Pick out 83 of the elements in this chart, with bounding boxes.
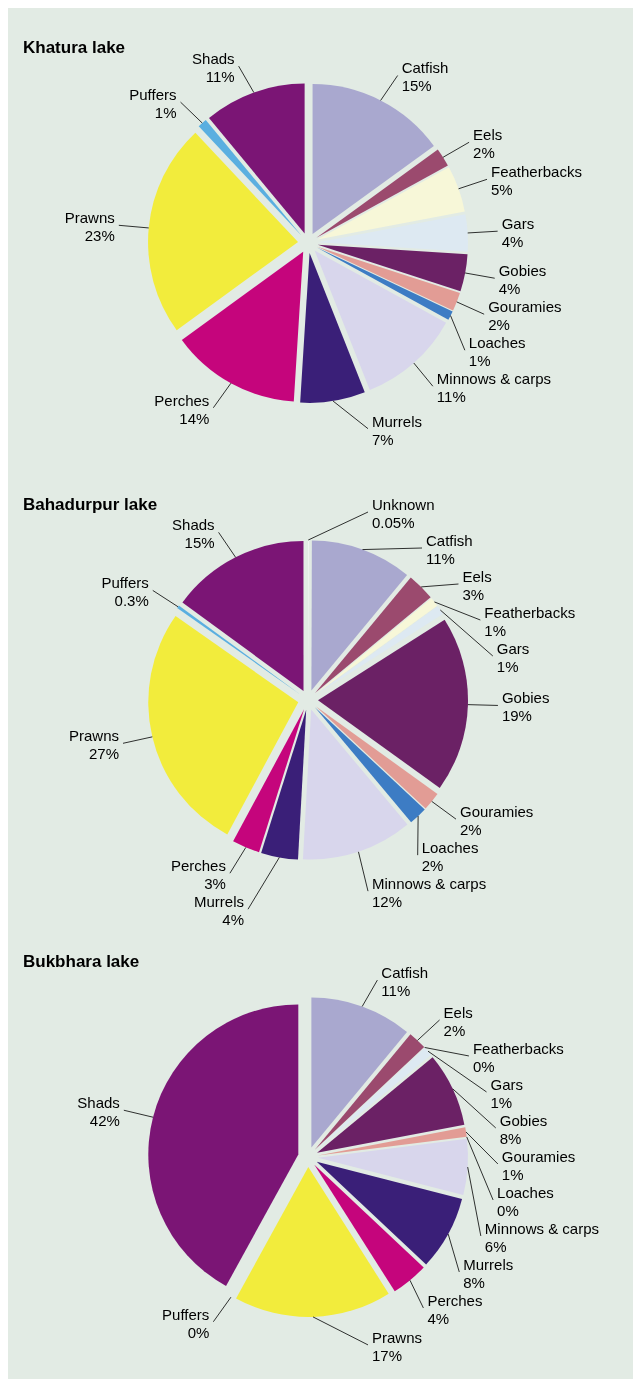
data-label: 3% bbox=[462, 586, 485, 603]
data-label: 23% bbox=[84, 227, 115, 245]
slice-label: Gars bbox=[490, 1075, 524, 1093]
data-label: 8% bbox=[499, 1129, 522, 1147]
data-label: 1% bbox=[484, 622, 507, 639]
data-label: 2% bbox=[421, 857, 444, 875]
legend-label: Featherbacks bbox=[472, 1039, 564, 1057]
slice-label: Catfish bbox=[401, 59, 449, 77]
slice-label: Shads bbox=[172, 516, 215, 534]
slice-label: Perches bbox=[427, 1291, 483, 1309]
slice-label: Gouramies bbox=[501, 1147, 576, 1165]
slice-label: Gars bbox=[496, 640, 530, 657]
data-label: 4% bbox=[427, 1309, 450, 1327]
slice-label: Eels bbox=[473, 126, 503, 144]
data-label: 4% bbox=[501, 233, 524, 251]
data-label: 3% bbox=[204, 875, 226, 893]
slice-label: Loaches bbox=[421, 839, 479, 857]
slice-label: Perches bbox=[154, 391, 210, 409]
data-label: 1% bbox=[154, 104, 177, 122]
slice-label: Gobies bbox=[499, 1111, 548, 1129]
slice-label: Minnows & carps bbox=[484, 1219, 600, 1237]
data-label: 42% bbox=[89, 1112, 120, 1130]
slice-label: Loaches bbox=[468, 334, 526, 352]
text: 0% bbox=[472, 1057, 495, 1075]
slice-label: Gobies bbox=[498, 262, 547, 280]
data-label: 7% bbox=[372, 430, 394, 448]
data-label: 12% bbox=[372, 893, 403, 911]
data-label: 8% bbox=[463, 1273, 485, 1291]
slice-label: Featherbacks bbox=[491, 163, 582, 181]
slice-label: Puffers bbox=[101, 574, 149, 592]
slice-label: Murrels bbox=[193, 893, 244, 911]
data-label: 0.05% bbox=[372, 514, 415, 531]
slice-label: Murrels bbox=[463, 1255, 514, 1273]
data-label: 14% bbox=[179, 409, 210, 427]
slice-label: Unknown bbox=[372, 496, 435, 513]
slice-label: Shads bbox=[77, 1094, 120, 1112]
slice-label: Minnows & carps bbox=[372, 875, 487, 893]
data-label: 17% bbox=[372, 1346, 403, 1364]
data-label: 2% bbox=[488, 316, 510, 334]
slice-label: Featherbacks bbox=[484, 604, 576, 621]
data-label: 2% bbox=[443, 1021, 466, 1039]
chart-title: Khatura lake bbox=[23, 38, 126, 57]
slice-label: Shads bbox=[192, 50, 235, 68]
data-label: 5% bbox=[491, 181, 513, 199]
slice-label: Prawns bbox=[372, 1328, 423, 1346]
data-label: 15% bbox=[184, 534, 215, 552]
slice-label: Murrels bbox=[372, 412, 423, 430]
data-label: 15% bbox=[401, 77, 432, 95]
data-label: 1% bbox=[501, 1165, 524, 1183]
data-label: 27% bbox=[88, 745, 119, 763]
data-label: 1% bbox=[490, 1093, 513, 1111]
category-label: Loaches bbox=[497, 1183, 554, 1201]
chart-title: Bukbhara lake bbox=[23, 952, 140, 971]
data-label: 4% bbox=[498, 280, 521, 298]
slice-label: Prawns bbox=[68, 727, 119, 745]
data-label: 19% bbox=[501, 707, 532, 725]
slice-label: Puffers bbox=[129, 86, 177, 104]
slice-label: Gars bbox=[501, 215, 535, 233]
slice-label: Catfish bbox=[381, 964, 429, 982]
data-label: 2% bbox=[473, 144, 495, 162]
slice-label: Gouramies bbox=[488, 298, 562, 316]
slice-label: Eels bbox=[443, 1003, 473, 1021]
slice-label: Minnows & carps bbox=[436, 370, 552, 388]
slice-label: Eels bbox=[462, 568, 492, 585]
text: 0% bbox=[497, 1201, 519, 1219]
data-label: 2% bbox=[460, 821, 482, 839]
slice-label: Catfish bbox=[426, 532, 473, 549]
data-label: 1% bbox=[468, 352, 491, 370]
data-label: 1% bbox=[496, 658, 519, 675]
data-label: 6% bbox=[484, 1237, 507, 1255]
category-label: Puffers bbox=[162, 1305, 210, 1323]
data-label: 0.3% bbox=[114, 592, 149, 610]
data-label: 11% bbox=[205, 68, 235, 86]
slice-label: Gobies bbox=[501, 689, 550, 707]
slice-label: Prawns bbox=[64, 209, 115, 227]
data-label: 11% bbox=[436, 388, 466, 406]
text: 0% bbox=[187, 1323, 210, 1341]
data-label: 11% bbox=[426, 550, 455, 567]
chart-title: Bahadurpur lake bbox=[23, 495, 158, 514]
slice-label: Gouramies bbox=[460, 803, 534, 821]
slice-label: Perches bbox=[170, 857, 226, 875]
data-label: 4% bbox=[222, 911, 244, 929]
data-label: 11% bbox=[381, 982, 411, 1000]
